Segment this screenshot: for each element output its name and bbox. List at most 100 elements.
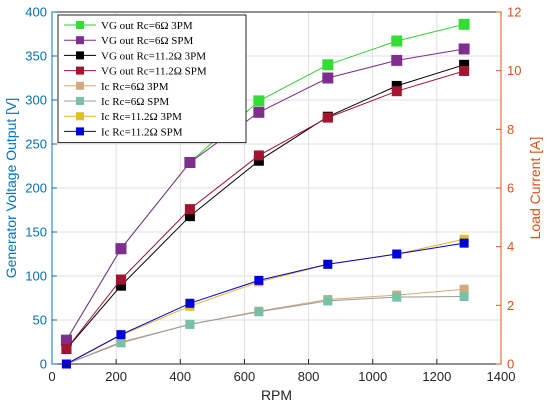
- x-tick-label: 0: [48, 369, 55, 384]
- data-point: [459, 292, 469, 302]
- series-layer: [60, 18, 470, 369]
- y-left-tick-label: 250: [25, 137, 47, 152]
- legend-label: Ic Rc=6Ω 3PM: [101, 81, 169, 93]
- legend-entry: VG out Rc=11.2Ω 3PM: [64, 50, 206, 62]
- y-left-tick-label: 100: [25, 269, 47, 284]
- legend: VG out Rc=6Ω 3PM VG out Rc=6Ω SPM VG out R…: [57, 14, 247, 144]
- axes: 0 200 400 600 800 1000 1200 1400050100150200250…: [25, 5, 521, 385]
- y-axis-left-title: Generator Voltage Output [V]: [3, 98, 19, 279]
- data-point: [323, 296, 333, 306]
- legend-label: VG out Rc=11.2Ω 3PM: [101, 50, 206, 62]
- legend-entry: VG out Rc=11.2Ω SPM: [64, 66, 207, 78]
- data-point: [254, 307, 264, 317]
- y-left-tick-label: 200: [25, 181, 47, 196]
- legend-marker: [76, 81, 84, 90]
- legend-label: Ic Rc=11.2Ω 3PM: [101, 111, 182, 123]
- data-point: [184, 211, 195, 222]
- x-tick-label: 1400: [487, 369, 516, 384]
- data-point: [323, 259, 333, 269]
- x-axis-title: RPM: [261, 387, 292, 403]
- x-tick-label: 800: [298, 369, 320, 384]
- data-point: [391, 86, 402, 97]
- data-point: [391, 35, 403, 47]
- data-point: [253, 150, 264, 161]
- legend-entry: Ic Rc=6Ω SPM: [64, 96, 169, 108]
- x-tick-label: 600: [234, 369, 256, 384]
- legend-label: VG out Rc=11.2Ω SPM: [101, 66, 207, 78]
- y-left-tick-label: 50: [33, 313, 47, 328]
- x-tick-label: 200: [105, 369, 127, 384]
- data-point: [391, 80, 402, 91]
- data-point: [185, 319, 195, 329]
- data-point: [253, 155, 264, 166]
- data-point: [253, 95, 265, 107]
- y-right-tick-label: 12: [507, 5, 521, 20]
- data-point: [254, 275, 264, 285]
- series-line: [66, 242, 465, 365]
- legend-label: VG out Rc=6Ω 3PM: [101, 20, 193, 32]
- data-point: [115, 274, 126, 285]
- y-left-tick-label: 400: [25, 5, 47, 20]
- data-point: [322, 112, 333, 123]
- y-left-tick-label: 0: [40, 357, 47, 372]
- data-point: [253, 106, 265, 118]
- data-point: [61, 344, 72, 355]
- series-line: [66, 288, 465, 365]
- data-point: [116, 330, 126, 340]
- x-tick-label: 400: [169, 369, 191, 384]
- y-left-tick-label: 350: [25, 49, 47, 64]
- data-point: [392, 292, 402, 302]
- legend-entry: Ic Rc=6Ω 3PM: [64, 81, 169, 93]
- data-point: [391, 54, 403, 66]
- legend-entry: Ic Rc=11.2Ω SPM: [64, 126, 183, 138]
- y-right-tick-label: 2: [507, 298, 514, 313]
- legend-entry: VG out Rc=6Ω SPM: [64, 35, 194, 47]
- y-right-tick-label: 10: [507, 63, 521, 78]
- data-point: [459, 284, 469, 294]
- legend-label: Ic Rc=11.2Ω SPM: [101, 126, 183, 138]
- y-right-tick-label: 0: [507, 357, 514, 372]
- legend-marker: [76, 97, 84, 105]
- data-point: [60, 334, 72, 346]
- series-8: [61, 238, 469, 369]
- legend-label: VG out Rc=6Ω SPM: [101, 35, 194, 47]
- legend-marker: [76, 66, 84, 75]
- data-point: [184, 156, 196, 168]
- series-4: [61, 65, 470, 355]
- y-axis-right-title: Load Current [A]: [527, 137, 543, 240]
- data-point: [116, 338, 126, 348]
- data-point: [184, 204, 195, 215]
- y-left-tick-label: 300: [25, 93, 47, 108]
- legend-label: Ic Rc=6Ω SPM: [101, 96, 169, 108]
- x-tick-label: 1200: [422, 369, 451, 384]
- y-right-tick-label: 6: [507, 181, 514, 196]
- data-point: [115, 280, 126, 291]
- legend-entry: VG out Rc=6Ω 3PM: [64, 20, 193, 32]
- legend-marker: [76, 51, 84, 60]
- data-point: [185, 298, 195, 308]
- legend-marker: [76, 127, 84, 136]
- series-line: [66, 238, 465, 365]
- data-point: [459, 65, 470, 76]
- data-point: [322, 72, 334, 84]
- x-tick-label: 1000: [358, 369, 387, 384]
- data-point: [115, 243, 127, 255]
- data-point: [322, 59, 334, 71]
- y-right-tick-label: 4: [507, 239, 514, 254]
- data-point: [458, 43, 470, 55]
- legend-marker: [76, 21, 84, 29]
- legend-marker: [76, 112, 84, 121]
- series-line: [66, 296, 465, 365]
- data-point: [459, 59, 470, 70]
- series-7: [61, 234, 469, 369]
- data-point: [458, 18, 470, 30]
- data-point: [459, 238, 469, 248]
- legend-entry: Ic Rc=11.2Ω 3PM: [64, 111, 182, 123]
- data-point: [392, 249, 402, 259]
- y-right-tick-label: 8: [507, 122, 514, 137]
- y-left-tick-label: 150: [25, 225, 47, 240]
- series-2: [60, 43, 470, 346]
- legend-box: [57, 14, 247, 144]
- legend-marker: [76, 36, 84, 45]
